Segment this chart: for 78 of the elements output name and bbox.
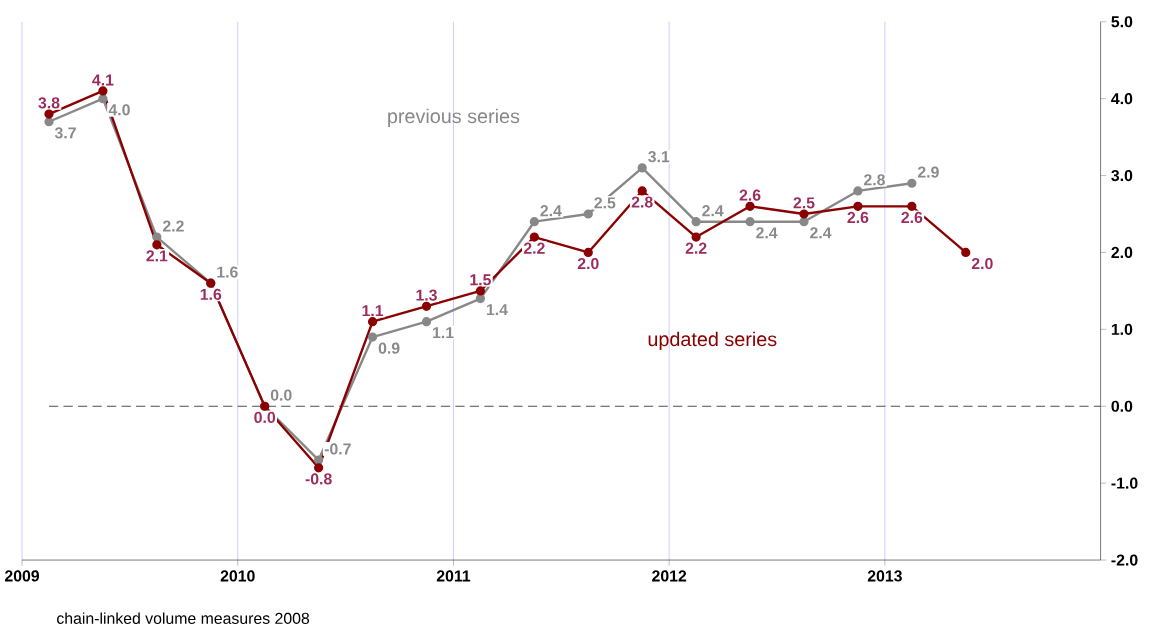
y-tick-label: 3.0 — [1111, 169, 1133, 182]
point — [98, 86, 108, 96]
point — [853, 186, 863, 196]
data-label: 2.0 — [577, 257, 599, 270]
data-label: 1.5 — [470, 274, 491, 286]
point — [367, 332, 378, 342]
data-label: 4.0 — [108, 104, 130, 116]
data-label: 0.9 — [378, 342, 400, 354]
data-label: 2.8 — [631, 196, 653, 208]
data-label: -0.8 — [305, 473, 332, 485]
data-label: 2.2 — [523, 242, 545, 254]
x-tick-label: 2011 — [436, 570, 471, 582]
data-label: 3.1 — [648, 150, 670, 163]
point — [745, 216, 755, 227]
point — [44, 109, 54, 119]
point — [907, 178, 917, 188]
point — [475, 286, 486, 296]
data-label: 1.1 — [362, 305, 384, 316]
text: previous series — [388, 108, 520, 127]
point — [421, 301, 432, 311]
y-tick-label: 5.0 — [1111, 16, 1133, 28]
data-label: 4.1 — [92, 74, 114, 86]
y-tick-label: 1.0 — [1111, 323, 1133, 335]
point — [637, 163, 647, 173]
text: updated series — [648, 331, 777, 350]
point — [314, 463, 324, 473]
point — [583, 209, 593, 219]
data-label: 2.5 — [793, 197, 815, 209]
text: chain-linked volume measures 2008 — [57, 612, 310, 624]
data-label: 1.6 — [217, 266, 238, 278]
data-label: 2.6 — [901, 211, 923, 223]
point — [907, 201, 917, 211]
y-tick-label: 4.0 — [1111, 92, 1133, 105]
point — [961, 247, 971, 257]
data-label: 2.4 — [540, 204, 562, 217]
data-label: 2.5 — [594, 197, 616, 209]
data-label: 2.9 — [917, 166, 939, 178]
point — [421, 316, 432, 327]
data-label: 2.4 — [810, 227, 832, 239]
data-label: 1.3 — [416, 289, 437, 301]
point — [152, 240, 162, 250]
data-label: 0.0 — [270, 389, 292, 401]
data-label: 0.0 — [254, 411, 276, 423]
data-label: 2.4 — [756, 227, 778, 239]
data-label: 3.8 — [38, 97, 60, 109]
data-label: 2.6 — [847, 211, 869, 223]
point — [637, 186, 647, 196]
y-tick-label: 0.0 — [1111, 400, 1133, 412]
y-tick-label: -2.0 — [1111, 554, 1138, 566]
data-label: 2.6 — [739, 189, 761, 201]
data-label: -0.7 — [324, 443, 351, 455]
point — [799, 209, 809, 219]
point — [691, 216, 701, 227]
x-tick-label: 2012 — [652, 570, 687, 582]
data-label: 2.2 — [685, 242, 707, 254]
data-label: 2.1 — [146, 250, 168, 262]
point — [152, 232, 162, 242]
point — [745, 201, 755, 211]
point — [367, 316, 378, 327]
data-label: 1.4 — [486, 304, 508, 315]
x-tick-label: 2009 — [4, 570, 40, 582]
y-tick-label: 2.0 — [1111, 246, 1133, 258]
x-tick-label: 2010 — [220, 570, 255, 582]
data-label: 2.2 — [162, 220, 184, 232]
data-label: 3.7 — [54, 127, 76, 139]
point — [691, 232, 701, 242]
data-label: 2.0 — [971, 257, 993, 270]
point — [583, 247, 593, 257]
data-label: 2.8 — [864, 174, 885, 186]
data-label: 2.4 — [702, 204, 724, 217]
point — [529, 232, 539, 242]
point — [529, 216, 539, 227]
data-label: 1.1 — [433, 327, 454, 338]
y-tick-label: -1.0 — [1111, 477, 1138, 489]
x-tick-label: 2013 — [867, 570, 902, 582]
point — [314, 455, 324, 465]
point — [853, 201, 863, 211]
data-label: 1.6 — [200, 288, 222, 300]
